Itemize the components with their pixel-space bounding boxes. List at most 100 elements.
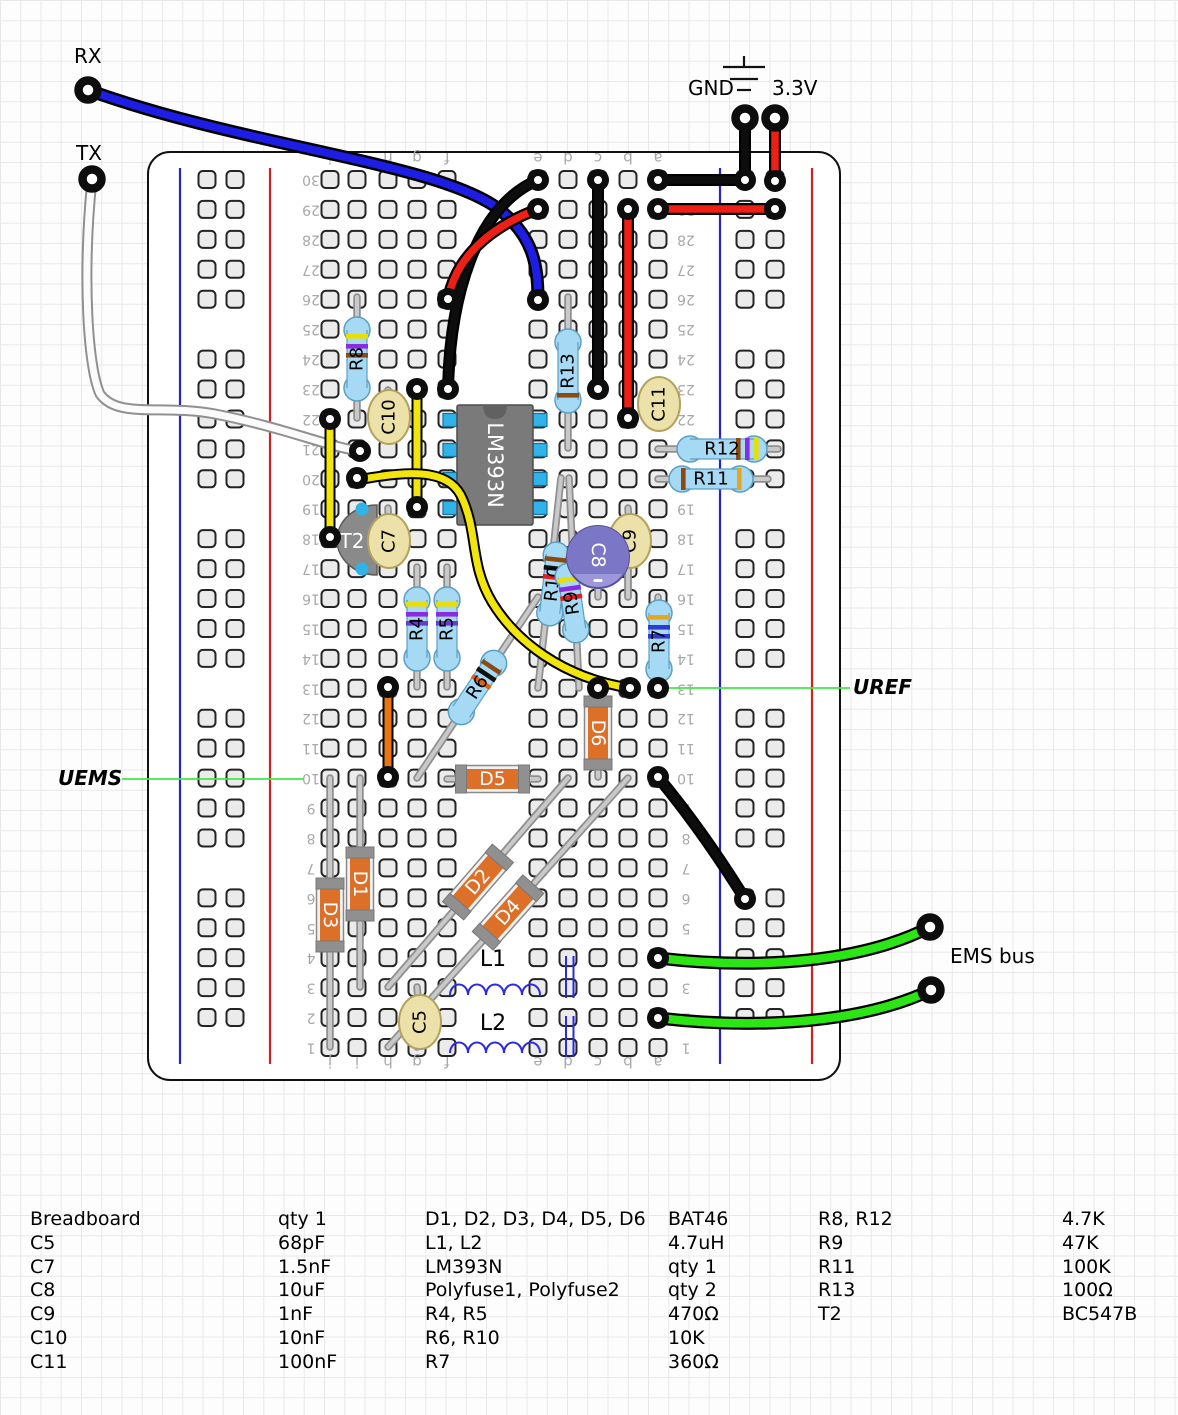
board-print: 5 xyxy=(307,920,316,936)
breadboard-hole xyxy=(225,349,245,369)
board-print: 6 xyxy=(306,890,315,906)
board-print: g xyxy=(412,1053,422,1071)
inductor-L1-coil xyxy=(449,983,541,996)
breadboard-hole xyxy=(197,259,217,279)
breadboard-hole xyxy=(558,888,578,908)
breadboard-hole xyxy=(558,1008,578,1028)
breadboard-hole xyxy=(225,948,245,968)
breadboard-hole xyxy=(648,349,668,369)
breadboard-hole xyxy=(588,948,608,968)
breadboard-hole xyxy=(347,259,367,279)
breadboard-hole xyxy=(648,289,668,309)
breadboard-hole xyxy=(378,259,398,279)
board-print: h xyxy=(383,1053,393,1071)
breadboard-hole xyxy=(197,289,217,309)
breadboard-hole xyxy=(197,738,217,758)
breadboard-hole xyxy=(648,529,668,549)
breadboard-hole xyxy=(320,170,340,189)
breadboard-hole xyxy=(618,1037,638,1057)
breadboard-hole xyxy=(197,199,217,219)
breadboard-hole xyxy=(407,319,427,339)
breadboard-hole xyxy=(197,469,217,489)
board-print: 14 xyxy=(302,650,320,666)
breadboard-hole xyxy=(765,978,785,998)
breadboard-hole xyxy=(735,349,755,369)
board-print: f xyxy=(444,149,450,167)
board-print: 25 xyxy=(302,321,320,337)
board-print: 10 xyxy=(302,770,320,786)
breadboard-hole xyxy=(378,289,398,309)
connection-rings xyxy=(319,169,786,1029)
breadboard-hole xyxy=(735,708,755,728)
breadboard-hole xyxy=(588,1008,608,1028)
ic-pin xyxy=(532,442,548,458)
part-label: R7 xyxy=(649,629,670,653)
breadboard-hole xyxy=(320,589,340,609)
parts-list-cell: L1, L2 xyxy=(425,1231,483,1254)
breadboard-hole xyxy=(197,439,217,459)
breadboard-hole xyxy=(197,589,217,609)
board-print: c xyxy=(594,1053,602,1071)
wire-end-ring xyxy=(346,467,368,489)
ic-label: LM393N xyxy=(483,422,507,508)
breadboard-hole xyxy=(347,708,367,728)
breadboard-hole xyxy=(225,648,245,668)
breadboard-hole xyxy=(378,948,398,968)
resistor-R7: R7 xyxy=(645,599,673,683)
breadboard-hole xyxy=(618,978,638,998)
breadboard-hole xyxy=(735,798,755,818)
board-print: 8 xyxy=(307,830,316,846)
breadboard-hole xyxy=(347,678,367,698)
capacitor-C11: C11 xyxy=(637,376,681,432)
parts-list-cell: C8 xyxy=(30,1279,56,1302)
breadboard-hole xyxy=(558,738,578,758)
breadboard-hole xyxy=(320,199,340,219)
breadboard-hole xyxy=(648,499,668,519)
wire-end-ring xyxy=(647,766,669,788)
breadboard-hole xyxy=(735,559,755,579)
parts-list-cell: 10uF xyxy=(278,1279,326,1302)
board-print: 22 xyxy=(302,411,320,427)
breadboard-hole xyxy=(648,918,668,938)
wire-end-ring xyxy=(406,378,428,400)
breadboard-hole xyxy=(765,229,785,249)
part-label: D6 xyxy=(587,720,609,747)
breadboard-hole xyxy=(378,828,398,848)
board-print: 19 xyxy=(677,501,695,517)
breadboard-hole xyxy=(765,259,785,279)
board-print: 17 xyxy=(677,561,695,577)
part-label: R13 xyxy=(558,353,579,388)
breadboard-hole xyxy=(197,708,217,728)
tx-label: TX xyxy=(76,141,102,165)
wire-end-ring xyxy=(377,766,399,788)
breadboard-hole xyxy=(765,798,785,818)
board-print: c xyxy=(594,149,602,167)
board-print: 8 xyxy=(682,830,691,846)
wire-red-e29-f26 xyxy=(442,203,544,305)
board-print: 23 xyxy=(302,381,320,397)
breadboard-hole xyxy=(197,229,217,249)
breadboard-hole xyxy=(437,1037,457,1057)
ic-pin xyxy=(442,500,458,516)
board-print: 6 xyxy=(681,890,690,906)
breadboard-hole xyxy=(347,1037,367,1057)
breadboard-hole xyxy=(197,1008,217,1028)
ems-terminal-2 xyxy=(917,976,945,1004)
resistor-R9: R9 xyxy=(554,562,590,644)
wire-end-ring xyxy=(527,289,549,311)
wire-green-ems-2 xyxy=(651,983,938,1030)
breadboard-hole xyxy=(735,529,755,549)
breadboard-hole xyxy=(378,589,398,609)
board-print: 11 xyxy=(677,740,695,756)
breadboard-hole xyxy=(437,529,457,549)
ic-pin xyxy=(532,500,548,516)
breadboard-hole xyxy=(588,648,608,668)
breadboard-hole xyxy=(378,918,398,938)
wire-end-ring xyxy=(437,378,459,400)
breadboard-hole xyxy=(197,918,217,938)
parts-list-cell: C7 xyxy=(30,1255,56,1278)
breadboard-hole xyxy=(765,708,785,728)
breadboard-hole xyxy=(197,828,217,848)
breadboard-hole xyxy=(735,738,755,758)
